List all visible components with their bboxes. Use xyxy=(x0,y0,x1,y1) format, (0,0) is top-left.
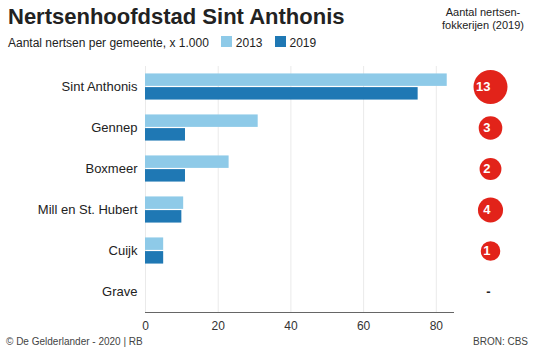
svg-text:40: 40 xyxy=(284,319,298,333)
svg-text:1: 1 xyxy=(483,243,490,258)
svg-text:Mill en St. Hubert: Mill en St. Hubert xyxy=(38,202,138,217)
svg-text:80: 80 xyxy=(430,319,444,333)
html-text:© De Gelderlander - 2020 | RB: © De Gelderlander - 2020 | RB xyxy=(6,336,143,347)
html-text:Aantal nertsen-fokkerijen (201: Aantal nertsen-fokkerijen (2019) xyxy=(442,6,524,31)
svg-text:-: - xyxy=(486,284,490,299)
svg-text:4: 4 xyxy=(483,202,491,217)
svg-text:Boxmeer: Boxmeer xyxy=(85,161,138,176)
html-text:Aantal nertsen per gemeente, x: Aantal nertsen per gemeente, x 1.000 xyxy=(8,36,209,50)
html-text:2013: 2013 xyxy=(235,36,263,50)
html-text:BRON: CBS: BRON: CBS xyxy=(473,336,528,347)
svg-text:Cuijk: Cuijk xyxy=(109,243,138,258)
html-text:Nertsenhoofdstad Sint Anthonis: Nertsenhoofdstad Sint Anthonis xyxy=(8,4,345,29)
svg-text:Grave: Grave xyxy=(102,284,137,299)
svg-text:2: 2 xyxy=(483,161,490,176)
svg-text:60: 60 xyxy=(357,319,371,333)
svg-text:20: 20 xyxy=(212,319,226,333)
svg-text:13: 13 xyxy=(476,79,490,94)
svg-text:Sint Anthonis: Sint Anthonis xyxy=(62,79,138,94)
svg-text:3: 3 xyxy=(483,120,490,135)
html-text:2019: 2019 xyxy=(289,36,317,50)
svg-text:Gennep: Gennep xyxy=(91,120,137,135)
svg-text:0: 0 xyxy=(142,319,149,333)
